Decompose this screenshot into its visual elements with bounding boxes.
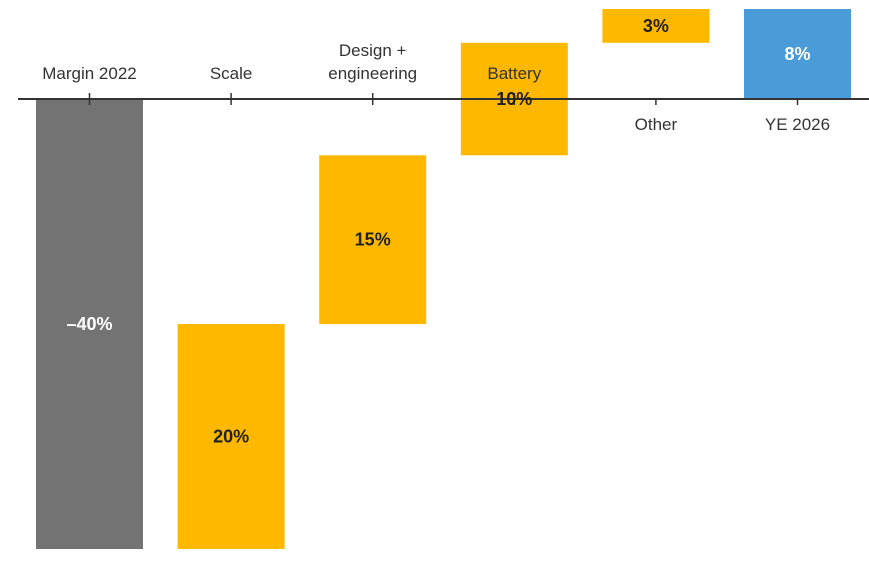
- value-label-3: 15%: [355, 230, 391, 250]
- value-label-2: 20%: [213, 427, 249, 447]
- category-label-1: Margin 2022: [42, 64, 137, 83]
- bar-2: [177, 324, 285, 549]
- category-label-6: YE 2026: [765, 115, 830, 134]
- value-label-4: 10%: [496, 89, 532, 109]
- value-label-6: 8%: [784, 44, 810, 64]
- category-label-5: Other: [635, 115, 678, 134]
- axis-layer: [18, 93, 869, 105]
- bar-1: [36, 99, 143, 549]
- bar-5: [602, 9, 710, 43]
- category-label-4: Battery: [487, 64, 541, 83]
- bar-3: [319, 155, 427, 325]
- category-label-3: Design + engineering: [328, 41, 417, 83]
- value-label-5: 3%: [643, 16, 669, 36]
- bars-layer: [36, 9, 851, 549]
- labels-layer: –40% 20% 15% 10% 3% 8% Margin 2022 Scale Design …: [42, 16, 830, 447]
- value-label-1: –40%: [66, 314, 112, 334]
- bar-6: [744, 9, 851, 99]
- category-label-2: Scale: [210, 64, 253, 83]
